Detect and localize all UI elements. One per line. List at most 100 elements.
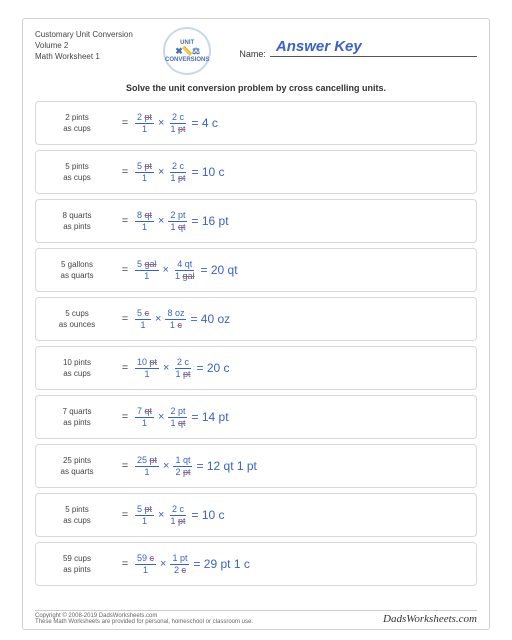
equals-sign: = bbox=[118, 166, 132, 178]
fraction-1: 2 pt1 bbox=[135, 113, 154, 134]
frac2-num: 1 pt bbox=[170, 554, 189, 565]
fraction-2: 2 c1 pt bbox=[168, 505, 187, 526]
name-area: Name: Answer Key bbox=[239, 43, 477, 59]
frac2-num: 2 pt bbox=[168, 211, 187, 222]
equals-sign: = bbox=[118, 117, 132, 129]
fraction-2: 2 pt1 qt bbox=[168, 407, 187, 428]
problem-row: 7 quartsas pints=7 qt1×2 pt1 qt= 14 pt bbox=[35, 395, 477, 439]
problem-qty: 2 pints bbox=[36, 112, 118, 123]
problem-question: 5 pintsas cups bbox=[36, 504, 118, 526]
logo-text-bottom: CONVERSIONS bbox=[165, 57, 209, 63]
title-line-3: Math Worksheet 1 bbox=[35, 51, 155, 62]
frac2-den: 1 pt bbox=[168, 173, 187, 183]
problem-answer: = 16 pt bbox=[192, 214, 229, 228]
frac1-num: 8 qt bbox=[135, 211, 154, 222]
problem-as: as quarts bbox=[36, 466, 118, 477]
frac1-num: 5 pt bbox=[135, 505, 154, 516]
fraction-2: 2 c1 pt bbox=[173, 358, 192, 379]
times-icon: × bbox=[158, 117, 164, 129]
problem-question: 59 cupsas pints bbox=[36, 553, 118, 575]
frac2-num: 2 c bbox=[170, 113, 186, 124]
problem-question: 5 cupsas ounces bbox=[36, 308, 118, 330]
frac2-num: 2 c bbox=[175, 358, 191, 369]
fraction-1: 10 pt1 bbox=[135, 358, 159, 379]
problem-as: as cups bbox=[36, 172, 118, 183]
problem-answer: = 29 pt 1 c bbox=[193, 557, 249, 571]
times-icon: × bbox=[158, 166, 164, 178]
problem-qty: 5 gallons bbox=[36, 259, 118, 270]
problem-qty: 7 quarts bbox=[36, 406, 118, 417]
problem-row: 5 cupsas ounces=5 c1×8 oz1 c= 40 oz bbox=[35, 297, 477, 341]
fraction-1: 5 pt1 bbox=[135, 162, 154, 183]
fraction-2: 2 c1 pt bbox=[168, 113, 187, 134]
problem-row: 8 quartsas pints=8 qt1×2 pt1 qt= 16 pt bbox=[35, 199, 477, 243]
problem-answer: = 14 pt bbox=[192, 410, 229, 424]
frac1-den: 1 bbox=[140, 418, 149, 428]
equals-sign: = bbox=[118, 558, 132, 570]
problem-as: as pints bbox=[36, 221, 118, 232]
problem-row: 59 cupsas pints=59 c1×1 pt2 c= 29 pt 1 c bbox=[35, 542, 477, 586]
problem-qty: 5 pints bbox=[36, 504, 118, 515]
problem-qty: 59 cups bbox=[36, 553, 118, 564]
footer-left: Copyright © 2008-2019 DadsWorksheets.com… bbox=[35, 613, 253, 625]
frac1-num: 5 c bbox=[135, 309, 151, 320]
problem-answer: = 10 c bbox=[192, 165, 225, 179]
fraction-2: 2 pt1 qt bbox=[168, 211, 187, 232]
problems-container: 2 pintsas cups=2 pt1×2 c1 pt= 4 c5 pints… bbox=[35, 101, 477, 586]
frac1-num: 25 pt bbox=[135, 456, 159, 467]
problem-work: 5 pt1 × 2 c1 pt = 10 c bbox=[132, 162, 476, 183]
logo-text-top: UNIT bbox=[180, 40, 194, 46]
problem-work: 25 pt1×1 qt2 pt= 12 qt 1 pt bbox=[132, 456, 476, 477]
title-line-2: Volume 2 bbox=[35, 40, 155, 51]
times-icon: × bbox=[163, 362, 169, 374]
frac1-den: 1 bbox=[142, 271, 151, 281]
problem-question: 25 pintsas quarts bbox=[36, 455, 118, 477]
fraction-2: 4 qt1 gal bbox=[173, 260, 197, 281]
frac1-den: 1 bbox=[140, 222, 149, 232]
problem-work: 7 qt1×2 pt1 qt= 14 pt bbox=[132, 407, 476, 428]
times-icon: × bbox=[163, 460, 169, 472]
times-icon: × bbox=[158, 215, 164, 227]
problem-as: as quarts bbox=[36, 270, 118, 281]
times-icon: × bbox=[155, 313, 161, 325]
fraction-2: 2 c1 pt bbox=[168, 162, 187, 183]
problem-question: 10 pintsas cups bbox=[36, 357, 118, 379]
title-block: Customary Unit Conversion Volume 2 Math … bbox=[35, 29, 155, 63]
frac1-num: 7 qt bbox=[135, 407, 154, 418]
problem-answer: = 20 qt bbox=[201, 263, 238, 277]
frac2-num: 4 qt bbox=[175, 260, 194, 271]
times-icon: × bbox=[160, 558, 166, 570]
problem-as: as cups bbox=[36, 123, 118, 134]
fraction-1: 7 qt1 bbox=[135, 407, 154, 428]
problem-qty: 5 cups bbox=[36, 308, 118, 319]
problem-qty: 8 quarts bbox=[36, 210, 118, 221]
fraction-1: 5 pt1 bbox=[135, 505, 154, 526]
equals-sign: = bbox=[118, 313, 132, 325]
fraction-1: 8 qt1 bbox=[135, 211, 154, 232]
unit-conversions-logo: UNIT ✖📏⚖ CONVERSIONS bbox=[163, 27, 211, 75]
title-line-1: Customary Unit Conversion bbox=[35, 29, 155, 40]
frac1-den: 1 bbox=[143, 467, 152, 477]
frac2-den: 1 pt bbox=[168, 516, 187, 526]
problem-work: 10 pt1×2 c1 pt= 20 c bbox=[132, 358, 476, 379]
frac1-num: 59 c bbox=[135, 554, 156, 565]
problem-answer: = 12 qt 1 pt bbox=[197, 459, 257, 473]
problem-row: 5 pintsas cups=5 pt1×2 c1 pt= 10 c bbox=[35, 493, 477, 537]
frac2-num: 8 oz bbox=[165, 309, 186, 320]
times-icon: × bbox=[163, 264, 169, 276]
frac1-num: 5 gal bbox=[135, 260, 159, 271]
problem-work: 8 qt1 × 2 pt1 qt = 16 pt bbox=[132, 211, 476, 232]
problem-answer: = 10 c bbox=[192, 508, 225, 522]
frac1-den: 1 bbox=[140, 173, 149, 183]
problem-qty: 5 pints bbox=[36, 161, 118, 172]
problem-answer: = 4 c bbox=[192, 116, 218, 130]
frac2-num: 2 pt bbox=[168, 407, 187, 418]
name-label: Name: bbox=[239, 49, 266, 59]
frac1-den: 1 bbox=[140, 124, 149, 134]
problem-answer: = 40 oz bbox=[190, 312, 230, 326]
problem-question: 8 quartsas pints bbox=[36, 210, 118, 232]
frac2-num: 2 c bbox=[170, 505, 186, 516]
footer-brand: DadsWorksheets.com bbox=[383, 613, 477, 625]
frac1-den: 1 bbox=[143, 369, 152, 379]
problem-question: 5 pintsas cups bbox=[36, 161, 118, 183]
